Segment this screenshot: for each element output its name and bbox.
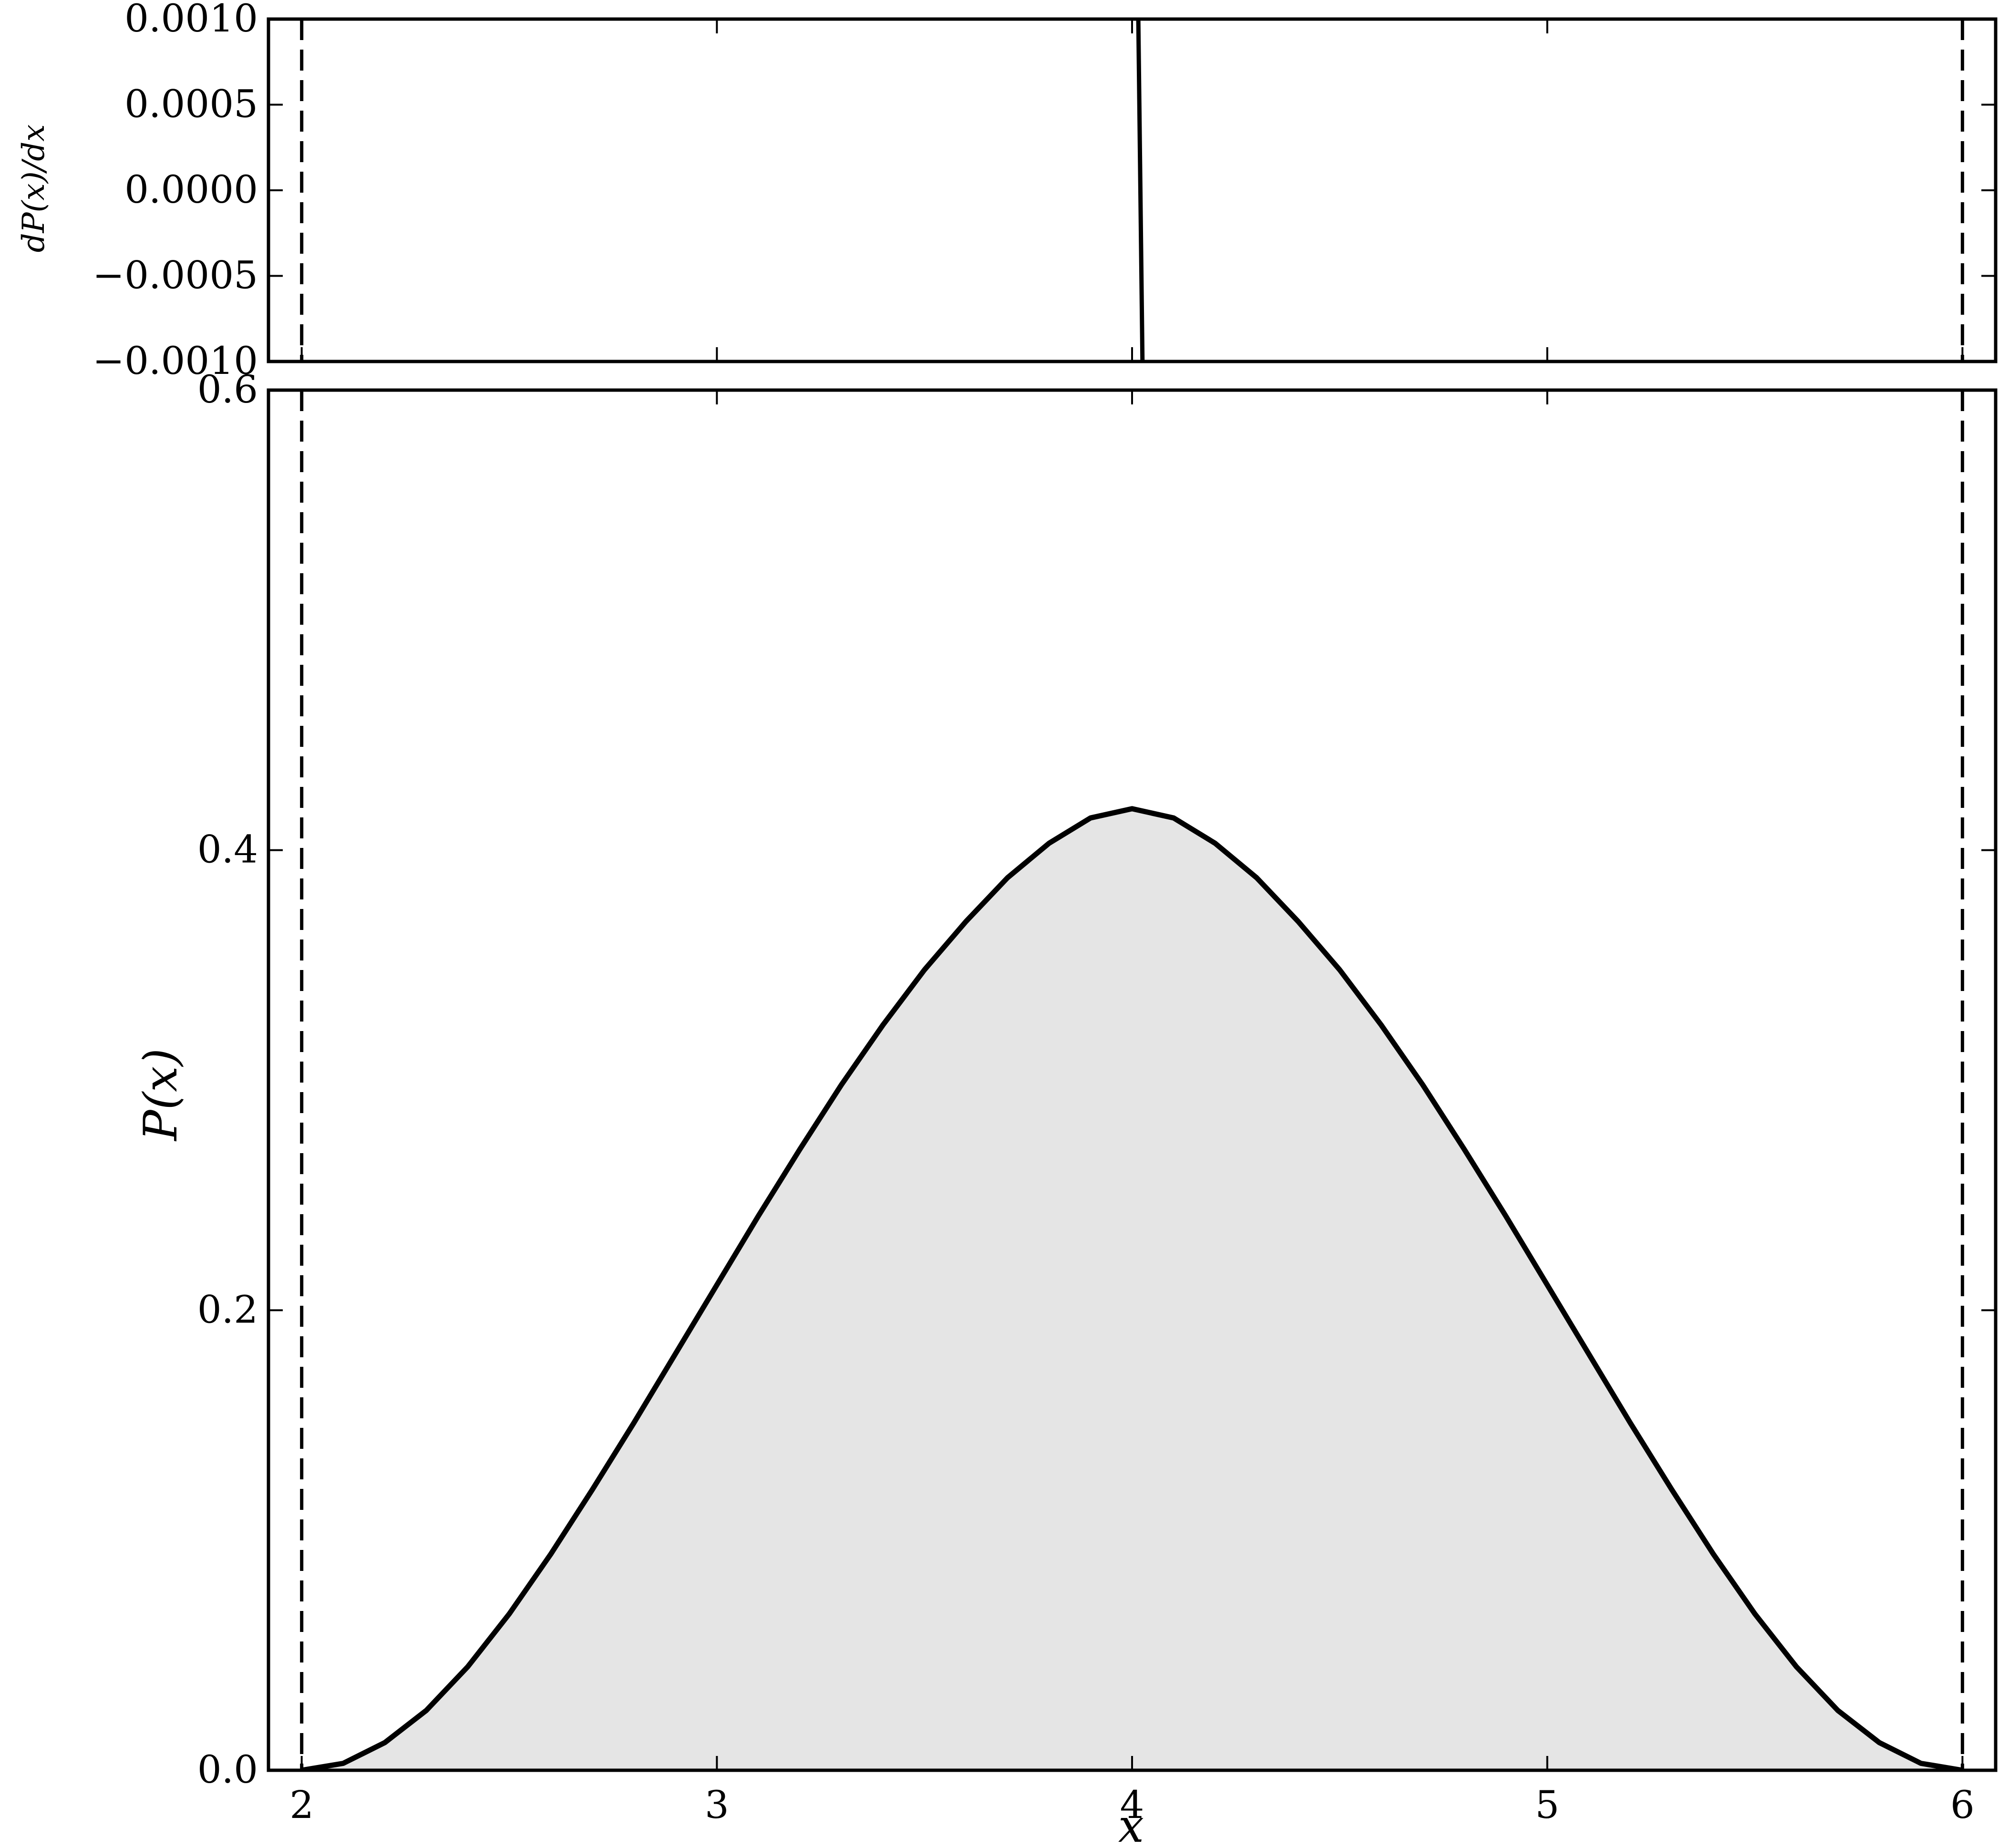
y-tick-label: 0.4: [197, 827, 258, 872]
axes-frame: [267, 17, 1998, 363]
derivative-panel: −0.0010 −0.0005 0.0000 0.0005 0.0010: [93, 0, 1998, 383]
x-tick-label: 5: [1535, 1783, 1559, 1827]
density-curve: [301, 806, 1963, 1770]
density-panel: 2 3 4 5 6 0.0 0.2 0.4 0.6: [197, 367, 1998, 1827]
y-tick-label: −0.0005: [93, 253, 258, 298]
y-tick-label: −0.0010: [93, 339, 258, 383]
x-tick-label: 4: [1120, 1783, 1144, 1827]
plot-area: [300, 19, 1964, 361]
bottom-y-axis-label: P(x): [134, 1048, 187, 1142]
density-fill: [301, 808, 1963, 1770]
y-tick-label: 0.6: [197, 367, 258, 412]
top-y-axis-label-text: dP(x)/dx: [16, 124, 52, 253]
bottom-y-axis-label-text: P(x): [134, 1048, 187, 1142]
derivative-line: [1136, 19, 1145, 361]
bottom-x-axis-label: x: [1118, 1799, 1144, 1848]
plot-area: [300, 390, 1964, 1770]
x-tick-label: 3: [705, 1783, 729, 1827]
y-tick-label: 0.0000: [124, 167, 258, 212]
top-y-axis-label: dP(x)/dx: [16, 124, 52, 253]
y-tick-label: 0.0: [197, 1747, 258, 1792]
x-tick-label: 2: [289, 1783, 314, 1827]
x-tick-label: 6: [1950, 1783, 1975, 1827]
y-tick-label: 0.0010: [124, 0, 258, 41]
y-tick-label: 0.0005: [124, 82, 258, 126]
y-tick-label: 0.2: [197, 1287, 258, 1332]
